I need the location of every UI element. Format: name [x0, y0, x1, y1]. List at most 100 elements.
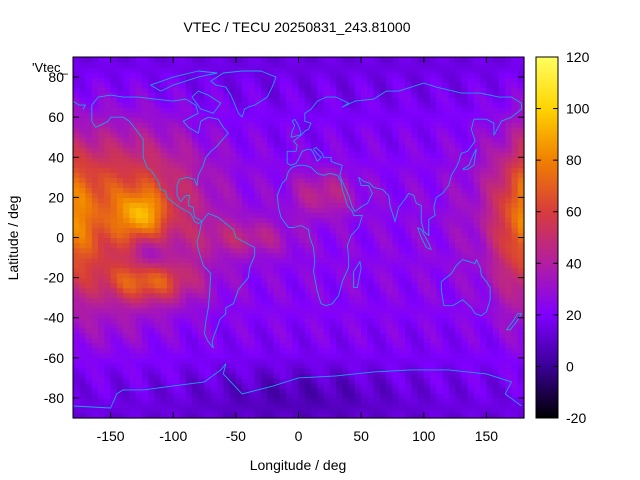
- heatmap-cell: [217, 402, 224, 409]
- heatmap-cell: [198, 177, 206, 183]
- heatmap-cell: [411, 312, 419, 319]
- heatmap-cell: [110, 322, 118, 329]
- heatmap-cell: [179, 87, 187, 93]
- heatmap-cell: [110, 222, 118, 229]
- heatmap-cell: [292, 392, 300, 399]
- heatmap-cell: [91, 157, 99, 163]
- heatmap-cell: [417, 412, 425, 419]
- heatmap-cell: [442, 277, 450, 284]
- heatmap-cell: [392, 252, 400, 259]
- heatmap-cell: [91, 237, 99, 244]
- heatmap-cell: [98, 312, 105, 319]
- heatmap-cell: [498, 182, 506, 188]
- heatmap-cell: [354, 347, 362, 354]
- heatmap-cell: [311, 327, 318, 334]
- heatmap-cell: [173, 147, 181, 153]
- heatmap-cell: [404, 412, 412, 419]
- heatmap-cell: [329, 357, 337, 364]
- heatmap-cell: [285, 267, 293, 274]
- heatmap-cell: [192, 232, 199, 239]
- heatmap-cell: [436, 287, 444, 294]
- heatmap-cell: [404, 237, 412, 244]
- heatmap-cell: [329, 282, 337, 289]
- heatmap-cell: [279, 127, 287, 133]
- heatmap-cell: [329, 257, 337, 264]
- heatmap-cell: [480, 117, 488, 123]
- heatmap-cell: [467, 97, 475, 103]
- heatmap-cell: [73, 217, 80, 224]
- heatmap-cell: [505, 382, 513, 389]
- heatmap-cell: [148, 117, 156, 123]
- heatmap-cell: [248, 277, 256, 284]
- heatmap-cell: [85, 157, 93, 163]
- heatmap-cell: [198, 222, 206, 229]
- heatmap-cell: [160, 282, 168, 289]
- heatmap-cell: [129, 112, 137, 118]
- heatmap-cell: [411, 247, 419, 254]
- heatmap-cell: [342, 242, 350, 249]
- heatmap-cell: [411, 102, 419, 108]
- heatmap-cell: [141, 67, 149, 73]
- heatmap-cell: [110, 262, 118, 269]
- heatmap-cell: [229, 362, 237, 369]
- heatmap-cell: [361, 192, 368, 198]
- heatmap-cell: [148, 352, 156, 359]
- heatmap-cell: [398, 147, 406, 153]
- heatmap-cell: [91, 377, 99, 384]
- heatmap-cell: [123, 77, 130, 83]
- heatmap-cell: [411, 332, 419, 339]
- heatmap-cell: [467, 207, 475, 214]
- heatmap-cell: [404, 177, 412, 183]
- heatmap-cell: [279, 212, 287, 219]
- heatmap-cell: [85, 222, 93, 229]
- heatmap-cell: [448, 152, 456, 158]
- heatmap-cell: [436, 177, 444, 183]
- heatmap-cell: [342, 302, 350, 309]
- heatmap-cell: [279, 132, 287, 138]
- heatmap-cell: [73, 412, 80, 419]
- heatmap-cell: [116, 152, 124, 158]
- heatmap-cell: [430, 402, 437, 409]
- heatmap-cell: [235, 167, 243, 173]
- heatmap-cell: [185, 222, 193, 229]
- heatmap-cell: [104, 102, 112, 108]
- heatmap-cell: [98, 407, 105, 414]
- heatmap-cell: [342, 97, 350, 103]
- heatmap-cell: [498, 357, 506, 364]
- heatmap-cell: [104, 112, 112, 118]
- heatmap-cell: [411, 152, 419, 158]
- heatmap-cell: [185, 247, 193, 254]
- heatmap-cell: [285, 402, 293, 409]
- heatmap-cell: [210, 187, 218, 193]
- heatmap-cell: [123, 157, 130, 163]
- heatmap-cell: [348, 212, 356, 219]
- heatmap-cell: [110, 82, 118, 88]
- heatmap-cell: [273, 302, 281, 309]
- heatmap-cell: [480, 192, 488, 198]
- heatmap-cell: [273, 307, 281, 314]
- heatmap-cell: [123, 67, 130, 73]
- heatmap-cell: [279, 207, 287, 214]
- heatmap-cell: [79, 232, 87, 239]
- heatmap-cell: [141, 352, 149, 359]
- heatmap-cell: [173, 87, 181, 93]
- heatmap-cell: [141, 362, 149, 369]
- heatmap-cell: [141, 212, 149, 219]
- heatmap-cell: [511, 162, 519, 168]
- heatmap-cell: [229, 167, 237, 173]
- heatmap-cell: [505, 292, 513, 299]
- heatmap-cell: [386, 257, 394, 264]
- heatmap-cell: [461, 307, 469, 314]
- heatmap-cell: [430, 307, 437, 314]
- heatmap-cell: [436, 277, 444, 284]
- heatmap-cell: [430, 282, 437, 289]
- heatmap-cell: [185, 117, 193, 123]
- heatmap-cell: [467, 357, 475, 364]
- heatmap-cell: [154, 162, 162, 168]
- heatmap-cell: [148, 272, 156, 279]
- heatmap-cell: [198, 337, 206, 344]
- heatmap-cell: [430, 342, 437, 349]
- heatmap-cell: [480, 362, 488, 369]
- heatmap-cell: [379, 122, 387, 128]
- heatmap-cell: [430, 167, 437, 173]
